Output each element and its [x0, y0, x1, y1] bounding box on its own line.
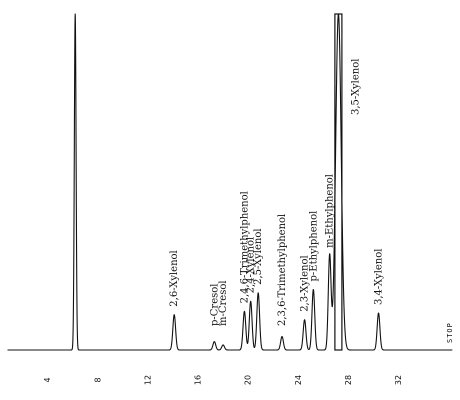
peak-label: 2,4-Xylenol [246, 237, 257, 293]
stop-marker-label: STOP [446, 322, 454, 343]
x-tick-label: 24 [294, 375, 303, 385]
x-tick-label: 32 [394, 375, 403, 385]
peak-label: 3,5-Xylenol [350, 59, 361, 115]
x-tick-label: 8 [93, 377, 102, 382]
x-tick-label: 16 [194, 375, 203, 385]
chromatogram-series-line [7, 13, 453, 351]
peak-label: 2,6-Xylenol [169, 250, 180, 306]
chromatogram-trace-layer [7, 13, 453, 351]
x-tick-label: 20 [244, 375, 253, 385]
peak-label: 2,3-Xylenol [300, 255, 311, 311]
offscale-peak-outline [334, 13, 343, 351]
peak-label: p-Cresol [209, 284, 220, 326]
x-tick-label: 28 [344, 375, 353, 385]
x-tick-label: 12 [143, 375, 152, 385]
peak-label: 2,3,6-Trimethylphenol [277, 214, 288, 326]
peak-label: 2,5-Xylenol [253, 228, 264, 284]
peak-label: m-Ethylphenol [325, 174, 336, 248]
x-axis-ticks: 4 8 12 16 20 24 28 32 [43, 375, 403, 385]
peak-label: m-Cresol [218, 280, 229, 326]
peak-label: 2,4,6-Trimethylphenol [239, 191, 250, 303]
peak-label: 3,4-Xylenol [374, 249, 385, 305]
x-tick-label: 4 [43, 377, 52, 382]
peak-label: p-Ethylphenol [308, 211, 319, 282]
